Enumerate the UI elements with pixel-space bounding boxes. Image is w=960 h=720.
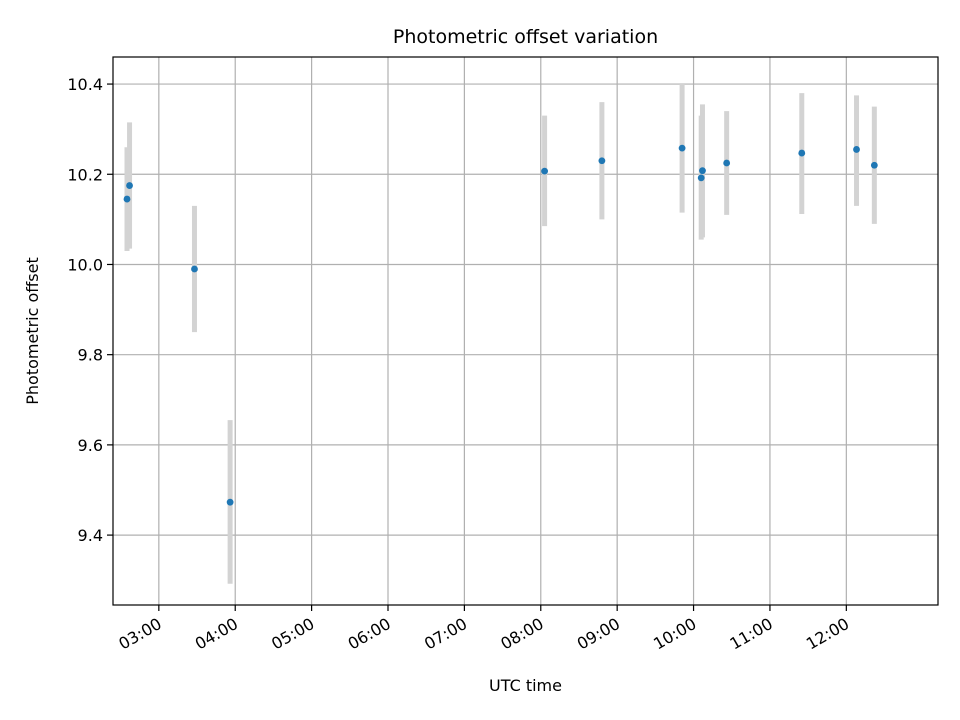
y-tick-label: 10.4: [67, 75, 103, 94]
y-tick-label: 9.8: [78, 346, 103, 365]
data-point: [126, 182, 133, 189]
chart-title: Photometric offset variation: [393, 26, 658, 48]
data-point: [598, 157, 606, 165]
data-point: [853, 146, 860, 153]
y-tick-label: 9.6: [78, 436, 103, 455]
data-point: [697, 174, 705, 182]
y-axis-label: Photometric offset: [23, 257, 42, 405]
data-point: [723, 159, 731, 167]
data-point: [123, 195, 131, 203]
data-point: [226, 498, 234, 506]
y-axis-ticks: 9.4 9.6 9.8 10.0 10.2 10.4: [67, 75, 113, 545]
data-point: [678, 144, 686, 152]
data-point: [541, 167, 548, 175]
data-point: [798, 149, 806, 157]
y-tick-label: 10.0: [67, 255, 103, 274]
data-point: [191, 265, 198, 273]
data-points: [123, 144, 878, 506]
plot-frame: [112, 56, 939, 606]
y-tick-label: 10.2: [67, 165, 103, 184]
data-point: [699, 167, 706, 175]
data-point: [870, 161, 878, 169]
x-axis-label: UTC time: [489, 676, 562, 695]
y-tick-label: 9.4: [78, 526, 103, 545]
grid: [113, 57, 938, 605]
